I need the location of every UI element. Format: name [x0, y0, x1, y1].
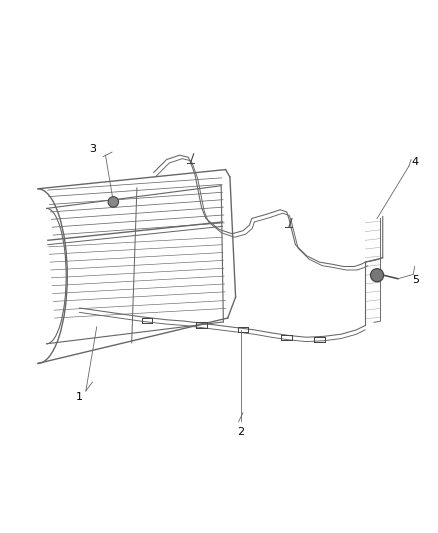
Text: 1: 1: [76, 392, 83, 402]
Text: 3: 3: [89, 143, 96, 154]
Text: 5: 5: [412, 274, 419, 285]
Text: 4: 4: [412, 157, 419, 167]
Circle shape: [108, 197, 119, 207]
Circle shape: [371, 269, 384, 282]
Text: 2: 2: [237, 427, 244, 438]
